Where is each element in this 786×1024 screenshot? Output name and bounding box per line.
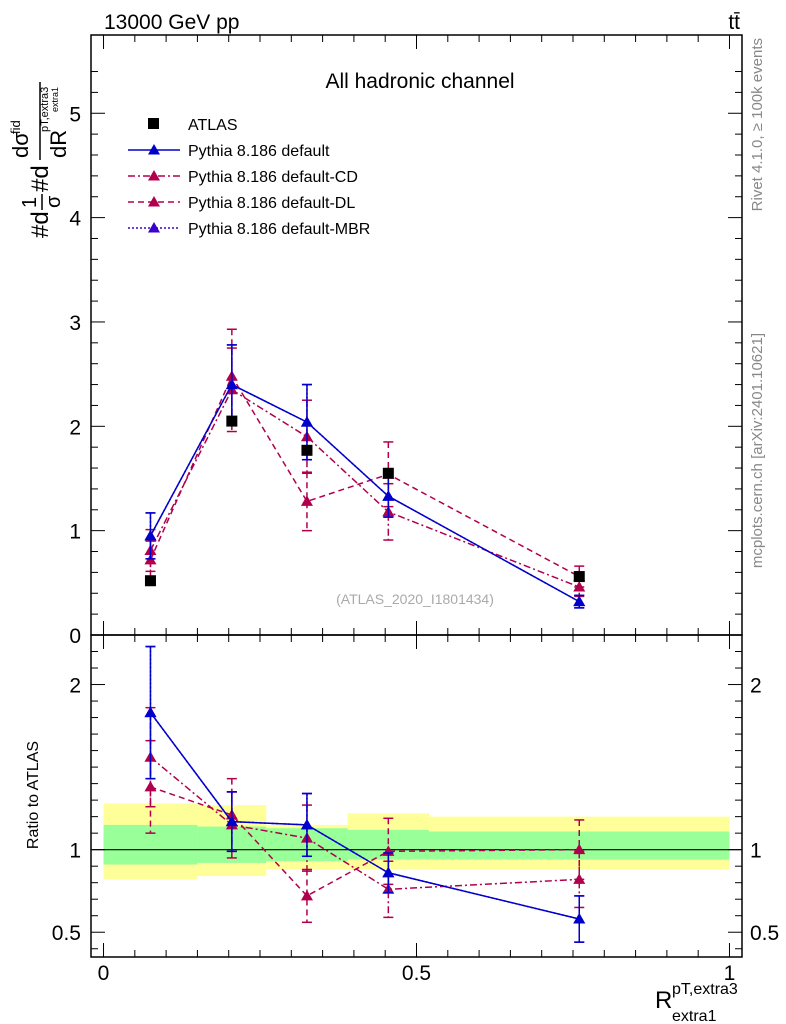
series-line bbox=[149, 383, 580, 603]
y-tick-label-lower: 1 bbox=[69, 840, 81, 863]
legend-marker-atlas bbox=[148, 118, 159, 129]
ylabel-frac-num: 1 bbox=[19, 197, 41, 208]
x-tick-label: 0.5 bbox=[402, 962, 431, 985]
x-axis-label: R pT,extra3 extra1 bbox=[655, 981, 738, 1024]
legend-marker bbox=[148, 222, 160, 233]
xlabel-sup: pT,extra3 bbox=[672, 981, 738, 998]
ylabel-den-sub1: pT,extra3 bbox=[39, 87, 51, 132]
ratio-line bbox=[150, 786, 580, 897]
ylabel-den-sub2: extra1 bbox=[50, 87, 60, 112]
ylabel-mid: #d bbox=[27, 165, 54, 192]
ylabel-den: dR bbox=[46, 130, 71, 158]
ratio-point bbox=[300, 889, 313, 901]
legend-label: Pythia 8.186 default-MBR bbox=[188, 221, 370, 238]
upper-series bbox=[144, 328, 586, 609]
atlas-point bbox=[382, 467, 394, 479]
upper-axis-ticks: 0 1 2 3 4 5 bbox=[69, 35, 742, 648]
y-tick-label-lower: 2 bbox=[69, 675, 81, 698]
header-process: tt̄ bbox=[728, 11, 740, 34]
lower-panel-frame bbox=[90, 634, 743, 958]
series-point bbox=[300, 416, 313, 427]
y-tick-label-lower-right: 1 bbox=[750, 840, 762, 863]
y-tick-label-upper: 1 bbox=[69, 521, 81, 544]
legend-label: Pythia 8.186 default-DL bbox=[188, 195, 355, 212]
series-point bbox=[382, 490, 395, 501]
lower-series bbox=[144, 645, 586, 943]
legend: ATLAS Pythia 8.186 default Pythia 8.186 de… bbox=[128, 117, 370, 238]
atlas-point bbox=[226, 415, 238, 427]
series-point bbox=[573, 595, 586, 607]
y-tick-label-upper: 0 bbox=[69, 625, 81, 648]
legend-label: Pythia 8.186 default bbox=[188, 143, 330, 160]
y-tick-label-upper: 4 bbox=[69, 208, 81, 231]
y-tick-label-upper: 2 bbox=[69, 416, 81, 439]
ylabel-prefix: #d bbox=[27, 211, 54, 238]
series-point bbox=[300, 495, 313, 506]
atlas-point bbox=[301, 444, 313, 456]
ratio-point bbox=[382, 866, 395, 878]
series-point bbox=[144, 529, 157, 541]
watermark: (ATLAS_2020_I1801434) bbox=[336, 591, 494, 607]
lower-panel-bands bbox=[91, 803, 742, 880]
ratio-point bbox=[144, 706, 157, 718]
series-line bbox=[149, 374, 580, 578]
y-tick-label-lower-right: 0.5 bbox=[750, 922, 779, 945]
y-tick-label-upper: 3 bbox=[69, 312, 81, 335]
chart-title: All hadronic channel bbox=[325, 70, 514, 93]
series-line bbox=[149, 388, 580, 588]
mcplots-label: mcplots.cern.ch [arXiv:2401.10621] bbox=[749, 333, 766, 568]
rivet-label: Rivet 4.1.0, ≥ 100k events bbox=[749, 38, 766, 211]
x-tick-label: 1 bbox=[724, 962, 736, 985]
xlabel-main: R bbox=[655, 987, 672, 1014]
xlabel-sub: extra1 bbox=[672, 1008, 717, 1024]
ratio-point bbox=[225, 815, 238, 827]
legend-label: Pythia 8.186 default-CD bbox=[188, 169, 358, 186]
y-axis-label-upper: #d 1 σ #d dσ fid dR pT,extra3 extra1 bbox=[8, 82, 71, 238]
series-point bbox=[225, 378, 238, 390]
legend-label: ATLAS bbox=[188, 117, 238, 134]
atlas-point bbox=[573, 571, 585, 583]
legend-marker bbox=[148, 196, 160, 207]
y-tick-label-lower: 0.5 bbox=[52, 922, 81, 945]
x-tick-label: 0 bbox=[98, 962, 110, 985]
y-tick-label-lower-right: 2 bbox=[750, 675, 762, 698]
y-axis-label-lower: Ratio to ATLAS bbox=[25, 741, 42, 849]
legend-marker bbox=[148, 170, 160, 181]
ratio-point bbox=[573, 913, 586, 924]
legend-marker bbox=[148, 144, 160, 155]
header-energy: 13000 GeV pp bbox=[104, 11, 239, 34]
ratio-point bbox=[300, 818, 313, 830]
ylabel-num: dσ bbox=[8, 132, 33, 158]
ratio-point bbox=[573, 873, 586, 884]
lower-axis-ticks: 0 0.5 1 0.5 0.5 1 1 2 2 bbox=[52, 635, 779, 985]
ylabel-num-sup: fid bbox=[8, 120, 23, 134]
atlas-point bbox=[144, 575, 156, 587]
y-tick-label-upper: 5 bbox=[69, 103, 81, 126]
ylabel-frac-den: σ bbox=[43, 195, 65, 208]
series-point bbox=[573, 581, 586, 592]
